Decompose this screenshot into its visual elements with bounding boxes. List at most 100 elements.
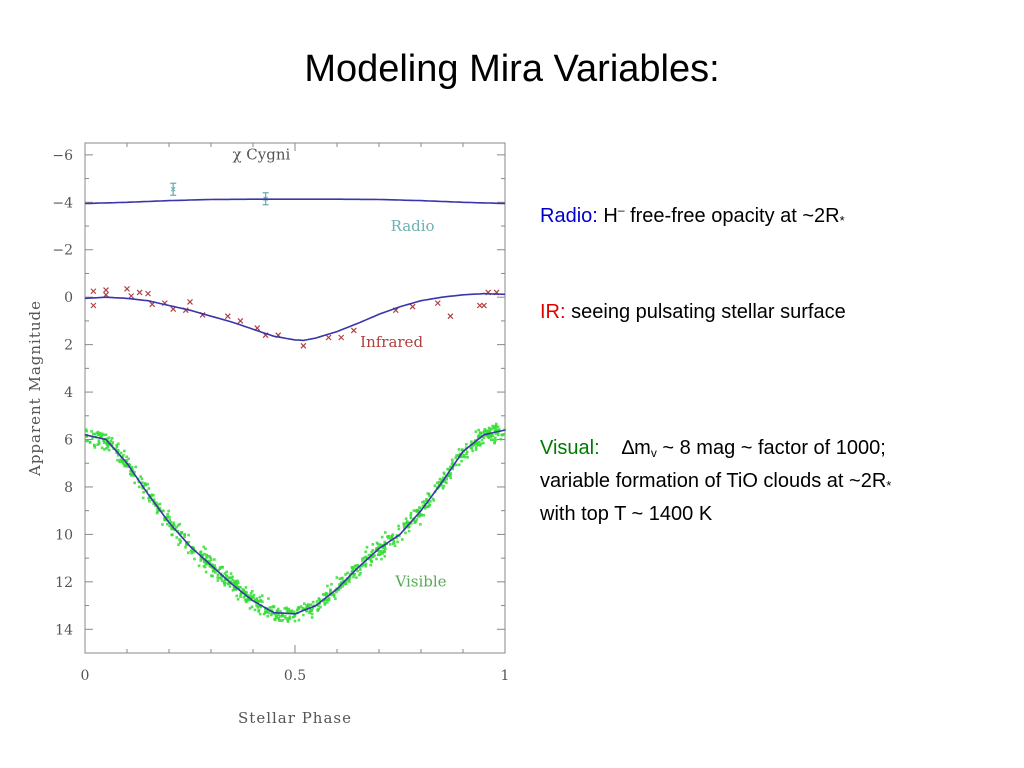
visible-data-point (260, 594, 264, 597)
visible-data-point (224, 581, 227, 585)
visible-data-point (216, 579, 220, 582)
visible-data-point (456, 454, 460, 457)
visible-data-point (217, 568, 220, 572)
ir-label: IR: (540, 301, 566, 323)
visible-data-point (425, 497, 428, 501)
visible-data-point (306, 603, 310, 606)
y-tick-label: 10 (55, 527, 73, 543)
visible-data-point (239, 595, 242, 598)
visible-data-point (161, 523, 164, 526)
visible-data-point (149, 494, 152, 498)
visible-data-point (106, 437, 109, 441)
visible-data-point (498, 428, 501, 431)
visible-data-point (328, 591, 332, 594)
visible-data-point (85, 429, 88, 433)
visible-data-point (276, 607, 280, 611)
visible-data-point (445, 481, 448, 484)
visible-data-point (258, 612, 262, 616)
y-tick-label: 8 (64, 480, 73, 496)
y-tick-label: −4 (52, 195, 73, 211)
visible-data-point (228, 585, 232, 588)
visible-data-point (488, 430, 492, 433)
visible-data-point (363, 556, 366, 559)
visible-data-point (239, 591, 243, 594)
visible-data-point (448, 465, 452, 469)
visible-data-point (426, 492, 430, 495)
visible-data-point (317, 604, 320, 607)
visible-data-point (396, 540, 399, 544)
visible-data-point (146, 482, 149, 486)
visible-data-point (395, 534, 399, 537)
visible-data-point (275, 614, 278, 617)
visible-data-point (145, 489, 149, 493)
visible-data-point (220, 577, 223, 580)
visible-data-point (288, 610, 292, 613)
visible-data-point (230, 576, 233, 580)
visible-data-point (326, 584, 329, 588)
infrared-data-point (187, 299, 193, 305)
visible-data-point (496, 433, 500, 437)
visible-data-point (223, 572, 227, 575)
visible-data-point (449, 476, 453, 480)
visible-data-point (172, 524, 176, 527)
visible-data-point (97, 439, 101, 442)
visible-data-point (129, 469, 132, 473)
visible-data-point (118, 460, 121, 464)
visible-data-point (482, 441, 485, 445)
visible-data-point (499, 437, 503, 441)
visible-data-point (100, 446, 104, 450)
visible-data-point (158, 506, 162, 510)
visible-data-point (379, 549, 383, 553)
visible-data-point (257, 610, 260, 613)
radio-text-star: * (839, 213, 845, 228)
visible-data-point (209, 558, 213, 561)
visible-data-point (164, 518, 167, 522)
visible-data-point (477, 434, 481, 437)
visible-data-point (478, 444, 482, 447)
visible-data-point (339, 586, 342, 589)
visible-data-point (395, 536, 398, 540)
visible-data-point (327, 596, 331, 600)
radio-series-label: Radio (391, 217, 435, 235)
visible-series-label: Visible (394, 573, 446, 591)
visible-data-point (450, 462, 454, 466)
radio-text: free-free opacity at ~2R (624, 205, 840, 227)
visible-data-point (201, 557, 204, 561)
visible-data-point (204, 570, 208, 574)
visible-data-point (365, 545, 369, 549)
infrared-data-point (128, 293, 135, 299)
visible-data-point (262, 612, 266, 616)
visible-data-point (338, 577, 342, 581)
visible-data-point (125, 459, 129, 463)
visible-data-point (423, 507, 427, 510)
visible-data-point (100, 434, 103, 437)
visible-data-point (126, 465, 130, 468)
visible-data-point (158, 502, 162, 506)
visible-data-point (91, 436, 94, 440)
visible-data-point (376, 542, 380, 546)
visible-data-point (482, 436, 486, 439)
visible-data-point (479, 442, 483, 446)
visible-data-point (380, 535, 384, 539)
y-tick-label: 12 (55, 575, 73, 591)
visible-data-point (397, 524, 400, 528)
visible-data-point (243, 590, 247, 594)
visible-data-point (442, 471, 446, 475)
visible-data-point (140, 481, 144, 484)
visible-data-point (115, 443, 119, 447)
visible-data-point (286, 620, 290, 623)
visible-data-point (291, 615, 295, 619)
y-tick-label: −2 (52, 243, 73, 259)
visible-data-point (358, 565, 362, 569)
visible-data-point (427, 501, 430, 505)
visible-data-point (495, 429, 499, 432)
visible-data-point (239, 585, 242, 589)
visible-data-point (465, 442, 468, 446)
visible-data-point (283, 607, 287, 610)
visible-data-point (229, 580, 233, 583)
visible-data-point (185, 543, 189, 546)
infrared-data-point (434, 300, 441, 307)
visible-data-point (88, 440, 92, 444)
visible-data-point (330, 593, 333, 597)
visible-data-point (381, 552, 384, 555)
